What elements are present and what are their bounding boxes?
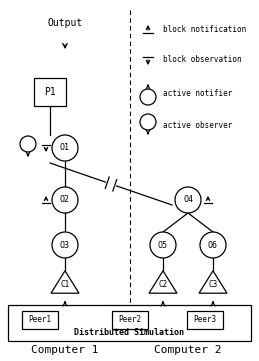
Text: Peer3: Peer3	[193, 316, 217, 325]
Bar	[34, 78, 66, 106]
Text: C1: C1	[60, 280, 70, 288]
Bar	[187, 311, 223, 329]
Text: active notifier: active notifier	[163, 88, 232, 97]
Text: O4: O4	[183, 196, 193, 204]
Text: Peer2: Peer2	[118, 316, 142, 325]
Text: O3: O3	[60, 240, 70, 249]
Circle shape	[52, 232, 78, 258]
Bar	[22, 311, 58, 329]
Text: active observer: active observer	[163, 122, 232, 130]
Text: Output: Output	[47, 18, 83, 28]
Text: O6: O6	[208, 240, 218, 249]
Text: P1: P1	[44, 87, 56, 97]
Text: O1: O1	[60, 144, 70, 152]
Circle shape	[200, 232, 226, 258]
Text: Computer 2: Computer 2	[154, 345, 222, 355]
Polygon shape	[149, 271, 177, 293]
Text: block observation: block observation	[163, 56, 242, 65]
Text: O5: O5	[158, 240, 168, 249]
Bar	[112, 311, 148, 329]
Circle shape	[150, 232, 176, 258]
Text: Distributed Simulation: Distributed Simulation	[75, 328, 184, 337]
Polygon shape	[51, 271, 79, 293]
Text: Peer1: Peer1	[28, 316, 52, 325]
Text: O2: O2	[60, 196, 70, 204]
Polygon shape	[199, 271, 227, 293]
Text: C3: C3	[208, 280, 218, 288]
Text: block notification: block notification	[163, 26, 246, 35]
Text: C2: C2	[158, 280, 168, 288]
Bar	[8, 305, 251, 341]
Circle shape	[175, 187, 201, 213]
Circle shape	[52, 135, 78, 161]
Text: Computer 1: Computer 1	[31, 345, 99, 355]
Circle shape	[52, 187, 78, 213]
